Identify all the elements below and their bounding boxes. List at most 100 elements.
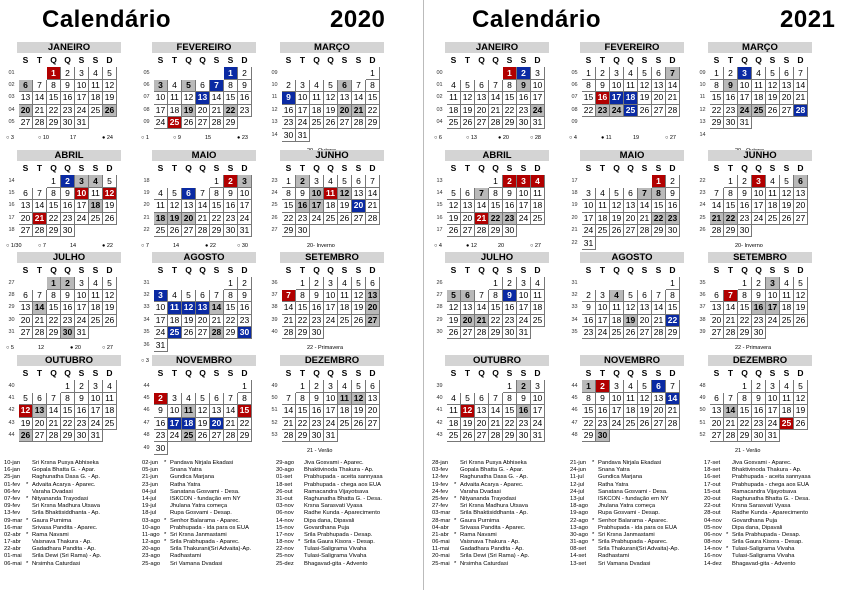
day-cell: 22 (46, 313, 61, 327)
month-grid: S T Q Q S S D 48 1 2 3 4 5 49 6 7 8 9 10 11 12 50 13 14 15 16 17 18… (695, 366, 808, 443)
day-cell (181, 379, 196, 393)
day-cell: 2 (309, 276, 324, 290)
day-cell: 28 (223, 428, 238, 443)
weekday-header: Q (751, 263, 766, 278)
week-number-header (4, 161, 19, 176)
day-cell (167, 276, 182, 290)
week-number: 18 (4, 223, 19, 238)
day-cell: 17 (765, 404, 780, 418)
event-item: 21-jun Gundica Marjana (142, 474, 251, 481)
weekday-header: Q (474, 366, 489, 381)
day-cell: 20 (365, 404, 380, 418)
event-item: 17-set Jiva Gosvami - Aparec. (704, 460, 811, 467)
day-cell: 31 (581, 236, 596, 250)
week-number: 41 (432, 404, 447, 418)
month-block: FEVEREIRO S T Q Q S S D 05 1 2 3 4 5 6 7 06 8 9 10 11 12 13 14 0… (567, 42, 685, 147)
day-cell: 6 (181, 186, 196, 201)
event-name: ISKCON - fundação em NY (598, 495, 669, 502)
day-cell: 25 (595, 223, 610, 238)
day-cell: 4 (623, 379, 638, 393)
day-cell: 3 (609, 379, 624, 393)
day-cell: 5 (446, 288, 461, 303)
event-item: 18-set Prabhupada - chega aos EUA (276, 482, 383, 489)
week-row: 28 6 7 8 9 10 11 12 (4, 288, 117, 303)
moon-phase: 20 (498, 243, 505, 249)
day-cell: 31 (74, 325, 89, 340)
week-row: 45 8 9 10 11 12 13 14 (567, 391, 680, 406)
day-cell: 28 (365, 211, 380, 225)
week-row: 51 14 15 16 17 18 19 20 (267, 404, 380, 418)
week-row: 13 23 24 25 26 27 28 29 (267, 115, 380, 130)
day-cell: 17 (74, 301, 89, 315)
day-cell: 4 (102, 379, 117, 393)
day-cell: 14 (793, 78, 808, 93)
day-cell: 12 (102, 78, 117, 93)
week-number: 39 (695, 325, 710, 340)
event-item: 02-abr * Rama Navami (4, 532, 101, 539)
day-cell: 23 (595, 416, 610, 430)
weekday-header: S (709, 53, 724, 68)
day-cell: 7 (281, 288, 296, 303)
day-cell: 23 (153, 428, 168, 443)
day-cell (32, 174, 47, 188)
weekday-header: T (295, 366, 310, 381)
day-cell (595, 174, 610, 188)
day-cell: 16 (60, 91, 75, 105)
month-grid: S T Q Q S S D 23 1 2 3 4 5 6 7 24 8 9 10 11 12 13 14 25 15 16 17 18… (267, 161, 380, 238)
event-name: Srila Thakurani(Sri Advaita)-Ap. (170, 546, 252, 553)
week-row: 41 11 12 13 14 15 16 17 (432, 404, 545, 418)
day-cell: 11 (751, 78, 766, 93)
week-number-header (567, 53, 582, 68)
day-cell: 10 (295, 91, 310, 105)
day-cell: 14 (209, 301, 224, 315)
day-cell: 30 (60, 223, 75, 238)
event-date: 07-fev (4, 495, 21, 502)
day-cell: 4 (623, 66, 638, 80)
event-date: 16-jan (4, 467, 21, 474)
day-cell (323, 66, 338, 80)
day-cell: 23 (665, 211, 680, 225)
day-cell: 23 (309, 313, 324, 327)
week-number: 49 (695, 391, 710, 406)
event-date: 13-fev (4, 510, 21, 517)
day-cell: 26 (351, 313, 366, 327)
day-cell: 17 (609, 404, 624, 418)
weekday-header: T (167, 366, 182, 381)
event-name: Tulasi-Saligrama Vivaha (304, 546, 367, 553)
weekday-header: Q (488, 161, 503, 176)
day-cell: 3 (237, 174, 252, 188)
week-number: 19 (567, 199, 582, 213)
week-row: 38 20 21 22 23 24 25 26 (695, 313, 808, 327)
day-cell (309, 223, 324, 238)
week-row: 17 26 27 28 29 30 (432, 223, 545, 238)
event-name: Jiva Gosvami - Aparec. (304, 460, 364, 466)
day-cell: 22 (737, 416, 752, 430)
day-cell: 27 (623, 223, 638, 238)
event-item: 20-mai Srila Dewi (Sri Rama) - Ap. (432, 553, 529, 560)
event-date: 13-ago (570, 524, 589, 531)
weekday-header: D (530, 263, 545, 278)
day-cell: 18 (530, 199, 545, 213)
events-column: 02-jun * Pandava Nirjala Ekadasi 05-jun Snan… (142, 460, 251, 568)
event-date: 25-fev (432, 495, 449, 502)
weekday-header: Q (323, 53, 338, 68)
day-cell: 3 (167, 391, 182, 406)
event-item: 18-set Bhaktivinoda Thakura - Ap. (704, 467, 811, 474)
day-cell: 18 (102, 404, 117, 418)
day-cell (195, 276, 210, 290)
event-item: 03-nov Krsna Sarasvati Vyasa (276, 503, 383, 510)
day-cell (167, 441, 182, 455)
day-cell (623, 236, 638, 250)
weekday-header: D (102, 366, 117, 381)
week-row: 09 1 (267, 66, 380, 80)
day-cell (323, 325, 338, 340)
event-date: 14-nov (704, 546, 722, 553)
month-grid: S T Q Q S S D 01 1 2 3 4 5 02 6 7 8 9 10 11 12 03 13 14 15 16 17 18… (4, 53, 117, 130)
event-item: 18-ago Jhulana Yatra começa (570, 503, 679, 510)
week-number: 21 (567, 223, 582, 238)
week-number: 32 (567, 288, 582, 303)
week-row: 36 1 2 3 4 5 6 (267, 276, 380, 290)
day-cell: 15 (46, 301, 61, 315)
day-cell: 24 (609, 103, 624, 117)
